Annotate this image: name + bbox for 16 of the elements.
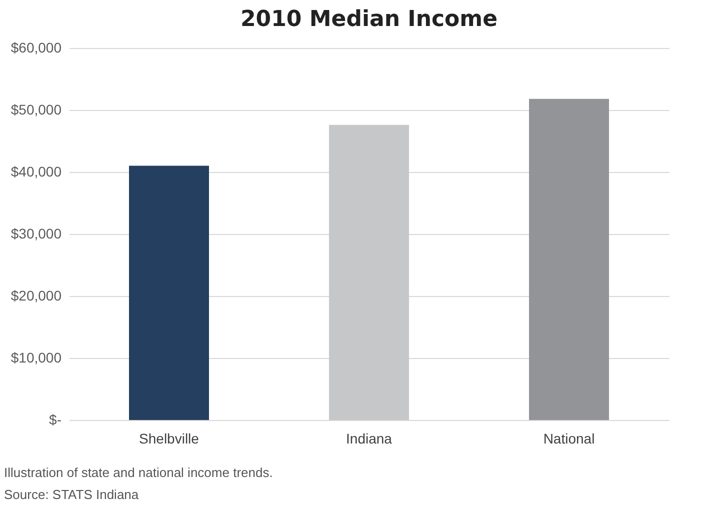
y-tick-label: $20,000	[10, 288, 62, 304]
y-tick-label: $10,000	[10, 350, 62, 366]
y-tick-label: $40,000	[10, 164, 62, 180]
x-tick-label: National	[543, 430, 595, 446]
bar	[129, 166, 209, 420]
chart-title: 2010 Median Income	[240, 7, 498, 32]
bar	[329, 124, 409, 420]
bar	[529, 98, 609, 420]
text: Illustration of state and national income trends.	[4, 464, 273, 482]
y-tick-label: $30,000	[10, 226, 62, 242]
y-tick-label: $60,000	[10, 40, 62, 56]
x-tick-label: Shelbville	[139, 430, 200, 446]
y-tick-label: $50,000	[10, 102, 62, 118]
y-tick-label: $-	[49, 412, 62, 428]
x-tick-label: Indiana	[346, 430, 392, 446]
source-note: Source: STATS Indiana	[4, 486, 140, 504]
